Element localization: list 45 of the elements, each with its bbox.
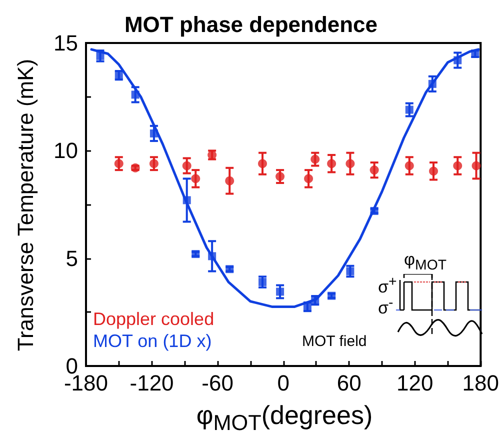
point: [208, 252, 216, 260]
point: [225, 176, 234, 186]
x-tick-label: 0: [277, 370, 290, 396]
point: [454, 56, 462, 64]
text: Doppler cooled: [93, 309, 214, 329]
point: [346, 159, 355, 168]
y-axis-title: Transverse Temperature (mK): [13, 58, 39, 351]
point: [96, 52, 104, 60]
point: [472, 161, 481, 170]
annotation: σ$^{+}$: [378, 274, 397, 298]
point: [258, 278, 266, 286]
point: [276, 288, 284, 296]
point: [405, 106, 414, 114]
x-tick-label: 60: [336, 370, 362, 396]
point: [370, 166, 379, 175]
point: [304, 174, 314, 184]
point: [182, 161, 192, 170]
point: [453, 161, 462, 170]
x-tick-label: -60: [202, 370, 234, 396]
point: [149, 159, 158, 168]
point: [276, 172, 285, 182]
y-tick-label: 5: [66, 246, 78, 271]
x-tick-label: 180: [462, 370, 500, 396]
text: MOT on (1D x): [93, 331, 212, 351]
point: [150, 129, 158, 138]
point: [114, 159, 124, 168]
point: [327, 159, 336, 168]
point: [182, 196, 191, 204]
point: [191, 174, 200, 184]
x-axis-title: φ$_{MOT}$(degrees): [195, 400, 374, 436]
annotation: φ$_{MOT}$: [404, 250, 446, 274]
point: [429, 166, 438, 176]
point: [346, 267, 354, 276]
x-tick-label: -120: [130, 370, 174, 396]
point: [258, 159, 267, 168]
y-tick-label: 10: [54, 138, 78, 164]
point: [404, 161, 414, 170]
point: [428, 80, 436, 88]
chart-title: MOT phase dependence: [124, 12, 378, 37]
y-tick-label: 15: [54, 30, 78, 56]
x-tick-label: 120: [396, 370, 434, 396]
annotation: MOT field: [302, 333, 367, 350]
annotation: σ$^{-}$: [378, 295, 394, 319]
point: [131, 90, 140, 99]
point: [310, 154, 320, 164]
